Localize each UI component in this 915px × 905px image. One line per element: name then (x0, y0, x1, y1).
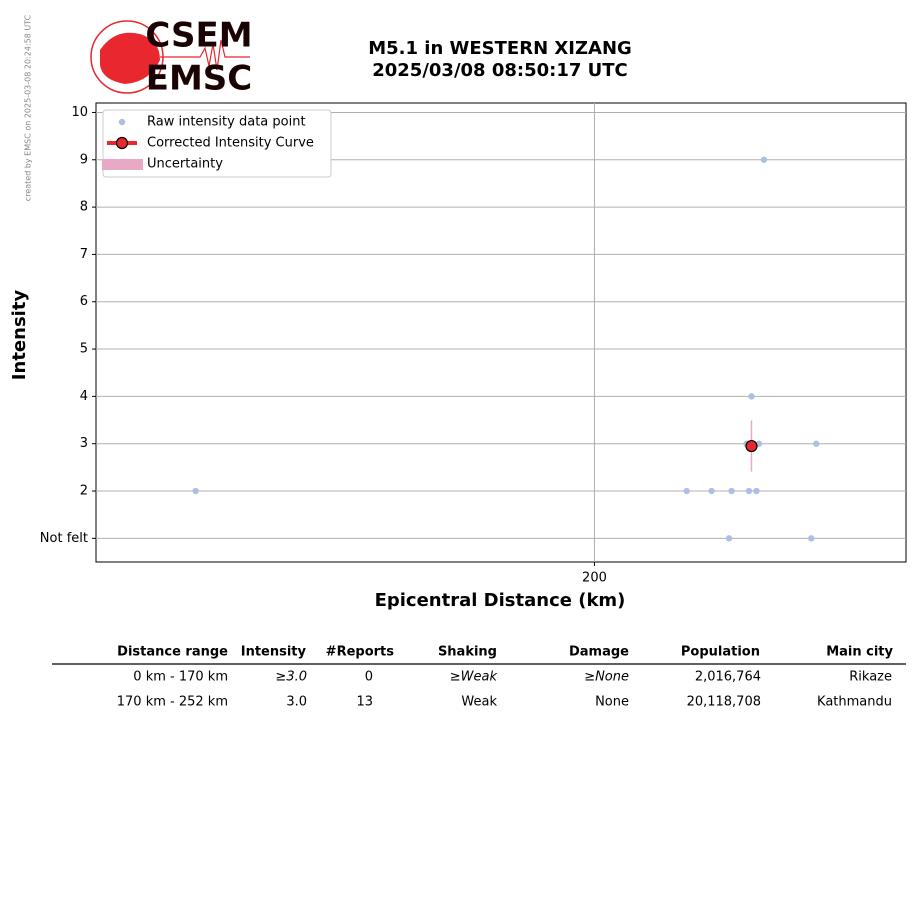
table-cell: Weak (461, 695, 497, 710)
x-axis-label: Epicentral Distance (km) (375, 590, 626, 611)
table-cell: 170 km - 252 km (117, 695, 228, 710)
table-cell: 13 (356, 695, 373, 710)
raw-point (808, 535, 815, 542)
table-cell: Kathmandu (817, 695, 892, 710)
y-tick-label: 2 (80, 484, 88, 499)
table-cell: 3.0 (286, 695, 307, 710)
raw-point (813, 440, 820, 447)
table-cell: 0 (365, 670, 373, 685)
logo-bottom: EMSC (146, 59, 253, 99)
raw-point (760, 156, 768, 163)
legend: Raw intensity data point Corrected Intens… (102, 109, 332, 178)
chart-title: M5.1 in WESTERN XIZANG (368, 38, 632, 59)
x-tick-label: 200 (582, 571, 607, 586)
table-cell: ≥3.0 (275, 670, 307, 685)
legend-swatch (118, 118, 126, 126)
legend-swatch (102, 159, 143, 170)
y-tick-label: 9 (80, 152, 88, 167)
raw-point (753, 487, 760, 495)
table-cell: None (595, 695, 629, 710)
table-cell: 0 km - 170 km (133, 670, 228, 685)
y-tick-label: 5 (80, 342, 88, 357)
table-header: #Reports (326, 645, 395, 660)
plot-frame (95, 102, 907, 563)
raw-point (708, 487, 715, 495)
y-tick-label: 6 (80, 294, 88, 309)
raw-point (192, 487, 199, 495)
summary-table: Distance range Intensity #Reports Shaking Da… (52, 645, 906, 710)
legend-label: Uncertainty (147, 157, 223, 172)
table-header: Damage (569, 645, 629, 660)
table-cell: Rikaze (849, 670, 892, 685)
table-cell: 2,016,764 (695, 670, 761, 685)
table-cell: 20,118,708 (687, 695, 761, 710)
table-header: Main city (826, 645, 893, 660)
corrected-point (745, 439, 758, 453)
raw-point (748, 393, 755, 400)
watermark: created by EMSC on 2025-03-08 20:24:58 U… (24, 14, 33, 201)
y-tick-label: Not felt (40, 531, 88, 546)
legend-swatch (115, 136, 129, 150)
plot-area: Not felt 2 3 4 5 6 7 8 9 10 200 Raw intensity data … (40, 102, 907, 586)
table-cell: ≥None (584, 670, 629, 685)
y-tick-label: 3 (80, 436, 88, 451)
raw-point (683, 487, 690, 495)
table-header: Population (681, 645, 760, 660)
logo-pulse (160, 39, 250, 71)
raw-point (728, 487, 735, 495)
table-cell: ≥Weak (450, 670, 498, 685)
legend-label: Raw intensity data point (147, 115, 306, 130)
y-tick-label: 4 (80, 389, 88, 404)
table-header: Intensity (241, 645, 307, 660)
logo-top: CSEM (145, 16, 252, 56)
table-header: Distance range (117, 645, 228, 660)
y-tick-label: 7 (80, 247, 88, 262)
y-tick-label: 8 (80, 200, 88, 215)
raw-point (745, 487, 753, 495)
y-axis-label: Intensity (9, 290, 30, 381)
legend-frame (102, 109, 332, 178)
table-header: Shaking (438, 645, 497, 660)
legend-label: Corrected Intensity Curve (147, 136, 314, 151)
raw-point (725, 535, 733, 542)
logo: CSEM EMSC (90, 16, 253, 99)
logo-map (100, 32, 160, 84)
y-tick-label: 10 (71, 105, 88, 120)
chart-subtitle: 2025/03/08 08:50:17 UTC (372, 60, 628, 81)
